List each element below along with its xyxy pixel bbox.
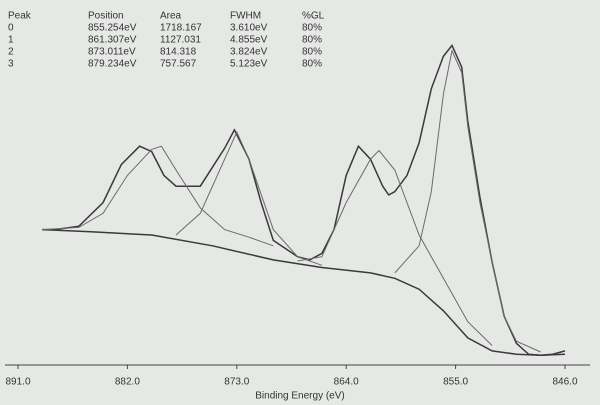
table-header: FWHM (230, 11, 261, 22)
spectrum-curve (175, 130, 323, 266)
table-cell: 814.318 (160, 47, 197, 58)
table-cell: 873.011eV (88, 47, 136, 58)
x-tick-label: 846.0 (552, 377, 577, 388)
table-cell: 2 (8, 47, 14, 58)
spectrum-curve (42, 228, 566, 357)
table-cell: 80% (302, 47, 322, 58)
table-cell: 855.254eV (88, 23, 137, 34)
table-cell: 80% (302, 23, 322, 34)
table-cell: 3 (8, 59, 14, 70)
table-cell: 861.307eV (88, 35, 137, 46)
x-axis-label: Binding Energy (eV) (255, 391, 345, 402)
x-tick-label: 864.0 (334, 377, 359, 388)
x-tick-label: 873.0 (224, 377, 249, 388)
spectrum-curve (42, 43, 566, 357)
table-header: Position (88, 11, 124, 22)
table-header: Area (160, 11, 182, 22)
table-cell: 1 (8, 35, 14, 46)
spectrum-curve (42, 145, 274, 247)
table-cell: 879.234eV (88, 59, 137, 70)
spectrum-curve (394, 49, 541, 353)
x-tick-label: 855.0 (443, 377, 468, 388)
table-cell: 80% (302, 35, 322, 46)
table-cell: 1718.167 (160, 23, 202, 34)
spectrum-curve (297, 149, 493, 346)
table-cell: 757.567 (160, 59, 197, 70)
table-cell: 3.610eV (230, 23, 268, 34)
table-cell: 4.855eV (230, 35, 268, 46)
table-cell: 3.824eV (230, 47, 268, 58)
table-cell: 1127.031 (160, 35, 201, 46)
x-tick-label: 891.0 (5, 377, 30, 388)
table-header: Peak (8, 11, 32, 22)
table-cell: 80% (302, 59, 322, 70)
x-tick-label: 882.0 (115, 377, 140, 388)
table-cell: 0 (8, 23, 14, 34)
table-header: %GL (302, 11, 325, 22)
table-cell: 5.123eV (230, 59, 268, 70)
